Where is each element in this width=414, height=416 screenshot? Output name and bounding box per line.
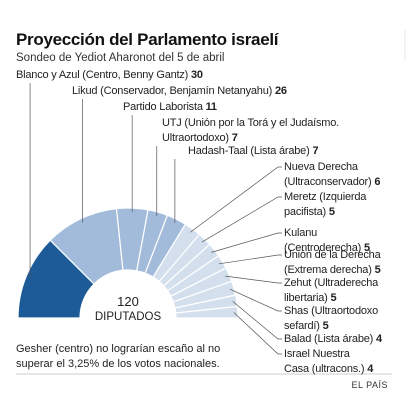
segment-label: Partido Laborista 11 bbox=[123, 100, 217, 115]
leader-line bbox=[229, 288, 282, 312]
label-value: 5 bbox=[363, 242, 370, 254]
label-name: Israel Nuestra Casa (ultracons.) bbox=[284, 348, 365, 375]
leader-line bbox=[201, 196, 282, 243]
label-name: Unión de la Derecha (Extrema derecha) bbox=[284, 249, 381, 276]
segment-label: Blanco y Azul (Centro, Benny Gantz) 30 bbox=[16, 68, 203, 83]
label-name: Zehut (Ultraderecha libertaria) bbox=[284, 277, 379, 304]
label-name: Balad (Lista árabe) bbox=[284, 333, 374, 345]
leader-line bbox=[232, 301, 282, 340]
leader-line bbox=[211, 232, 282, 253]
label-value: 4 bbox=[376, 333, 382, 345]
label-value: 5 bbox=[322, 320, 329, 332]
label-value: 11 bbox=[205, 101, 217, 113]
center-label: DIPUTADOS bbox=[95, 311, 162, 323]
leader-line bbox=[233, 312, 282, 355]
chart-title: Proyección del Parlamento israelí bbox=[16, 30, 279, 49]
label-value: 26 bbox=[274, 85, 287, 97]
label-value: 7 bbox=[231, 132, 238, 144]
label-name: Blanco y Azul (Centro, Benny Gantz) bbox=[16, 69, 189, 81]
source: EL PAÍS bbox=[351, 380, 388, 390]
segment-label: Shas (Ultraortodoxo sefardí) 5 bbox=[284, 304, 378, 334]
segment-label: Unión de la Derecha (Extrema derecha) 5 bbox=[284, 248, 381, 278]
leader-line bbox=[219, 254, 282, 265]
segment-label: Hadash-Taal (Lista árabe) 7 bbox=[188, 144, 319, 159]
segment-label: Israel Nuestra Casa (ultracons.) 4 bbox=[284, 347, 373, 377]
leader-line bbox=[225, 275, 282, 284]
label-name: Partido Laborista bbox=[123, 101, 203, 113]
label-value: 5 bbox=[374, 264, 381, 276]
label-value: 5 bbox=[330, 292, 337, 304]
label-value: 6 bbox=[374, 176, 381, 188]
segment-label: Kulanu (Centroderecha) 5 bbox=[284, 226, 370, 256]
label-value: 5 bbox=[328, 206, 335, 218]
segment-label: Balad (Lista árabe) 4 bbox=[284, 332, 382, 347]
leader-line bbox=[190, 166, 282, 233]
label-name: Likud (Conservador, Benjamín Netanyahu) bbox=[72, 85, 273, 97]
seat-segment bbox=[175, 305, 239, 319]
segment-label: Meretz (Izquierda pacifista) 5 bbox=[284, 190, 366, 220]
note: Gesher (centro) no lograrían escaño al n… bbox=[16, 343, 221, 370]
segment-label: Nueva Derecha (Ultraconservador) 6 bbox=[284, 160, 380, 190]
segment-label: Likud (Conservador, Benjamín Netanyahu) … bbox=[72, 84, 287, 99]
label-name: UTJ (Unión por la Torá y el Judaísmo. Ul… bbox=[162, 117, 340, 144]
segment-label: UTJ (Unión por la Torá y el Judaísmo. Ul… bbox=[162, 116, 339, 146]
label-name: Shas (Ultraortodoxo sefardí) bbox=[284, 305, 379, 332]
label-value: 7 bbox=[312, 145, 319, 157]
label-name: Meretz (Izquierda pacifista) bbox=[284, 191, 367, 218]
label-value: 30 bbox=[191, 69, 203, 81]
segment-label: Zehut (Ultraderecha libertaria) 5 bbox=[284, 276, 378, 306]
label-name: Nueva Derecha (Ultraconservador) bbox=[284, 161, 372, 188]
label-name: Kulanu (Centroderecha) bbox=[284, 227, 362, 254]
label-value: 4 bbox=[367, 363, 374, 375]
center-value: 120 bbox=[117, 294, 139, 309]
chart-subtitle: Sondeo de Yediot Aharonot del 5 de abril bbox=[16, 52, 225, 64]
label-name: Hadash-Taal (Lista árabe) bbox=[188, 145, 310, 157]
